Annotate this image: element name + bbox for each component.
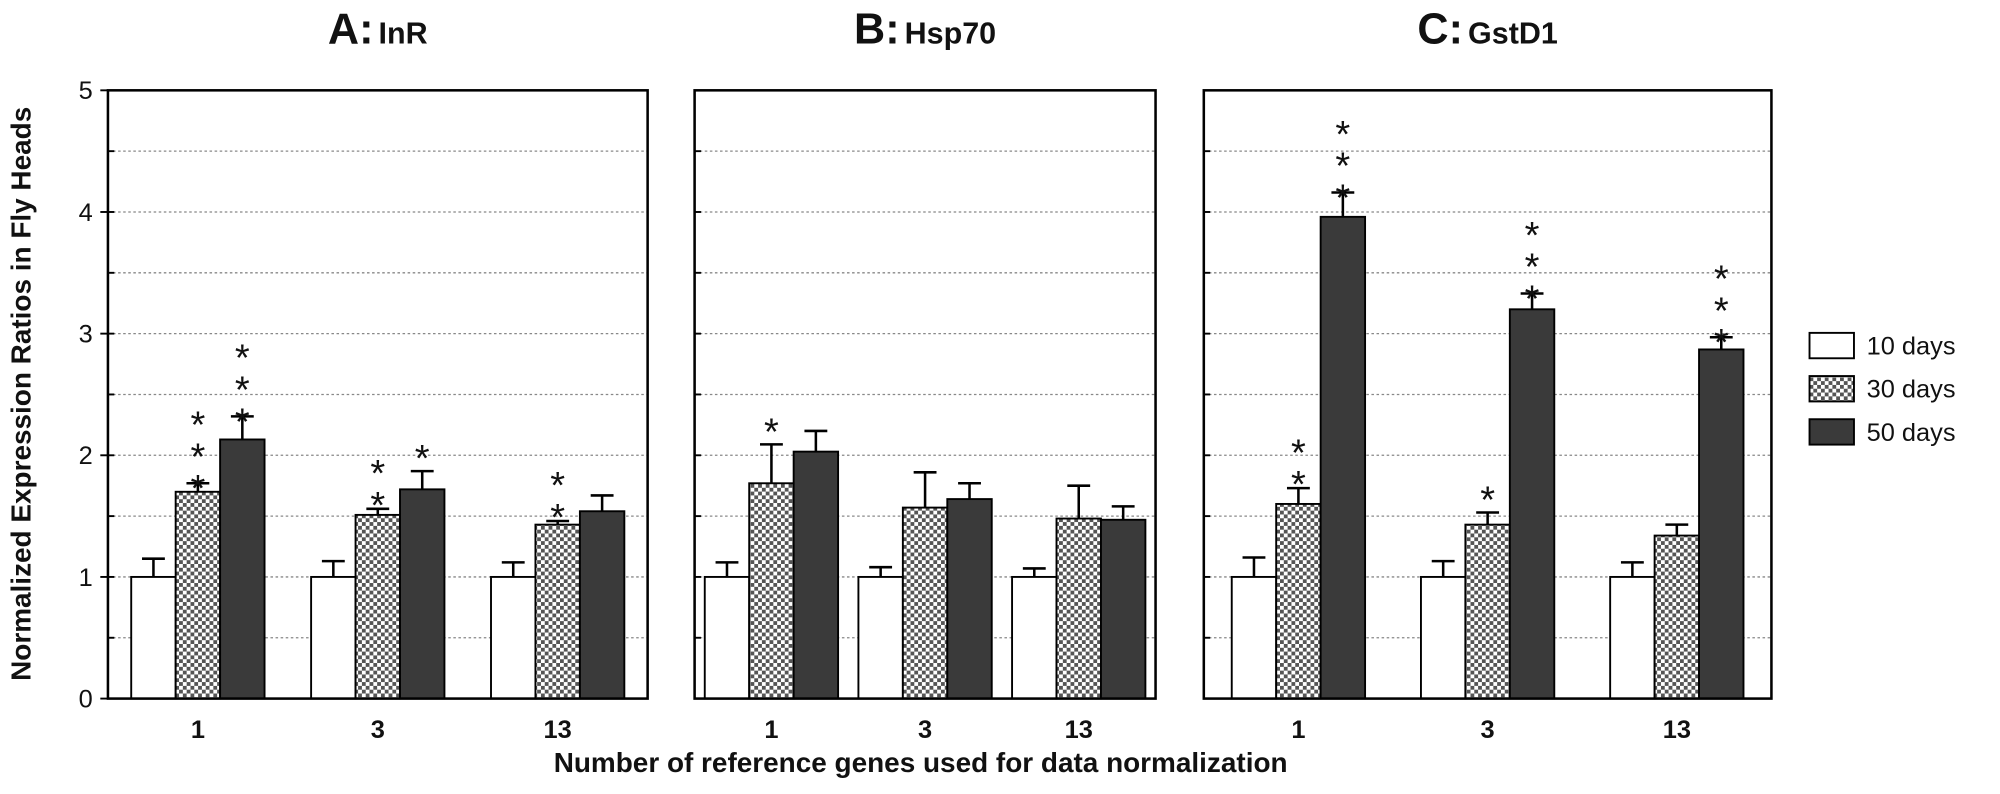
bar (534, 523, 581, 700)
panel-name: Hsp70 (905, 16, 996, 50)
bar (1609, 575, 1656, 700)
bar (1698, 348, 1745, 700)
legend-swatch (1808, 375, 1855, 403)
bar (748, 482, 795, 700)
plot-frame (1202, 89, 1773, 700)
significance-label: *** (1511, 215, 1553, 311)
bar (219, 438, 266, 700)
significance-label: *** (1700, 259, 1742, 355)
bar (130, 575, 177, 700)
plot-frame (693, 89, 1157, 700)
bar (490, 575, 537, 700)
panel-letter: C: (1417, 5, 1463, 53)
panel-title: C: GstD1 (1417, 5, 1557, 53)
panel-name: InR (379, 16, 428, 50)
bar (578, 510, 626, 700)
x-axis-label: Number of reference genes used for data … (554, 747, 1288, 778)
bar (901, 506, 949, 700)
panel-title: A: InR (328, 5, 428, 53)
bar (1100, 518, 1147, 700)
bar (1230, 575, 1278, 700)
x-tick-label: 3 (918, 716, 932, 744)
bar (1464, 523, 1511, 700)
significance-label: ** (1277, 432, 1319, 496)
bar (1055, 517, 1102, 700)
bar (1508, 308, 1556, 700)
significance-label: ** (357, 453, 399, 517)
bar (399, 488, 446, 700)
bar (1275, 502, 1322, 700)
x-tick-label: 1 (191, 716, 205, 744)
significance-label: *** (177, 405, 219, 501)
y-axis-label: Normalized Expression Ratios in Fly Head… (5, 107, 36, 681)
bar (310, 575, 357, 700)
legend-swatch (1808, 418, 1855, 446)
y-tick-label: 1 (79, 564, 93, 592)
legend-label: 50 days (1867, 419, 1956, 447)
y-tick-label: 0 (79, 685, 93, 713)
bar (1420, 575, 1467, 700)
significance-label: * (401, 438, 443, 470)
legend-swatch (1808, 331, 1855, 360)
bar (1011, 575, 1058, 700)
significance-label: ** (537, 465, 579, 529)
bar (946, 498, 993, 700)
x-tick-label: 13 (544, 716, 572, 744)
panel-name: GstD1 (1468, 16, 1558, 50)
panel-letter: B: (854, 5, 900, 53)
bar (857, 575, 904, 700)
plot-frame (106, 89, 649, 700)
panel-title: B: Hsp70 (854, 5, 996, 53)
x-tick-label: 13 (1663, 716, 1691, 744)
significance-label: *** (221, 338, 263, 434)
bar (792, 450, 840, 700)
y-tick-label: 2 (79, 442, 93, 470)
x-tick-label: 13 (1065, 716, 1093, 744)
bar (703, 575, 751, 700)
y-tick-label: 5 (79, 77, 93, 105)
significance-label: *** (1322, 114, 1364, 210)
x-tick-label: 1 (764, 716, 778, 744)
legend-label: 30 days (1867, 376, 1956, 404)
significance-label: * (1467, 479, 1509, 511)
bar (1319, 215, 1367, 700)
y-tick-label: 3 (79, 321, 93, 349)
y-tick-label: 4 (79, 199, 93, 227)
x-tick-label: 3 (1481, 716, 1495, 744)
bar (1653, 534, 1700, 700)
bar (174, 490, 222, 700)
x-tick-label: 1 (1291, 716, 1305, 744)
panel-letter: A: (328, 5, 374, 53)
bar (354, 513, 401, 700)
significance-label: * (750, 411, 792, 443)
legend-label: 10 days (1867, 332, 1956, 360)
x-tick-label: 3 (371, 716, 385, 744)
